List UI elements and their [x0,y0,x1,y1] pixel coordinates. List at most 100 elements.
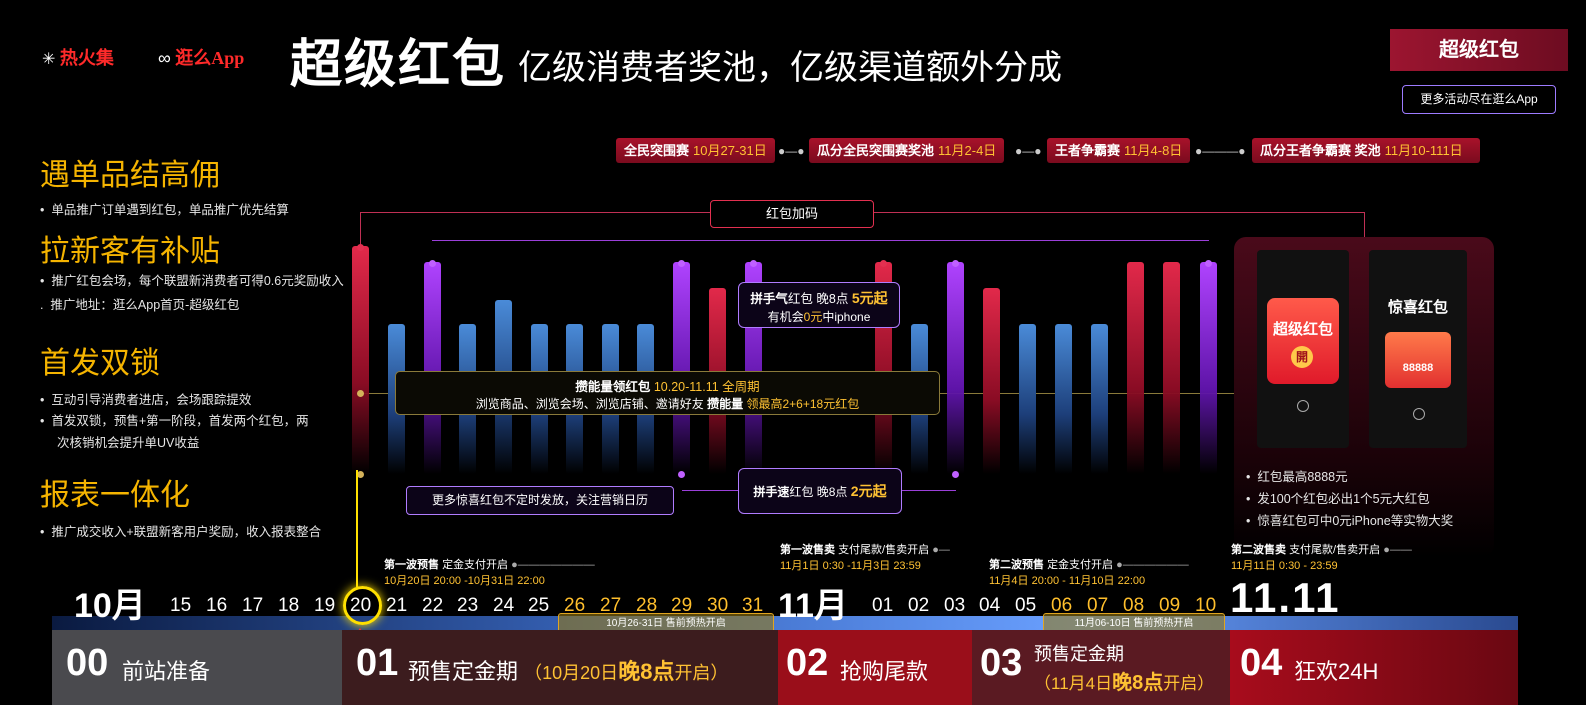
node-dot [750,260,757,267]
bar [1019,324,1036,474]
section-title-3: 首发双锁 [40,347,160,380]
timeline-day: 16 [206,595,228,616]
timeline-day: 19 [314,595,336,616]
timeline-day: 22 [422,595,444,616]
timeline-day: 18 [278,595,300,616]
section-title-2: 拉新客有补贴 [40,235,220,268]
phase-01: 01 预售定金期 （10月20日晚8点开启） [342,630,778,705]
phase-03: 03 预售定金期 （11月4日晚8点开启） [972,630,1230,705]
logo-rehuoji: ✳︎ 热火集 [42,44,114,70]
month-nov: 11月 [778,587,848,625]
hongbao-jiama-box: 红包加码 [710,200,874,228]
bar [352,246,369,474]
event-tag-1: 全民突围赛 10月27-31日 [616,138,775,163]
event-tag-2: 瓜分全民突围赛奖池 11月2-4日 [809,138,1005,163]
page-subtitle: 亿级消费者奖池，亿级渠道额外分成 [518,49,1062,87]
timeline-day: 02 [908,595,930,616]
more-hongbao-box: 更多惊喜红包不定时发放，关注营销日历 [406,486,674,515]
bar [1200,262,1217,474]
phase-02: 02 抢购尾款 [778,630,972,705]
section-title-4: 报表一体化 [40,479,190,512]
timeline-day: 30 [707,595,729,616]
node-dot [880,260,887,267]
sparkle-icon: ✳︎ [42,51,56,68]
current-day-marker [356,470,358,587]
timeline-day: 15 [170,595,192,616]
bullet: • 单品推广订单遇到红包，单品推广优先结算 [40,203,289,217]
node-dot [678,260,685,267]
bar [1055,324,1072,474]
node-dot [357,471,364,478]
timeline-day: 26 [564,595,586,616]
timeline-day: 10 [1195,595,1217,616]
pinshousu-box: 拼手速红包 晚8点 2元起 [738,468,902,514]
node-dot [357,244,364,251]
bar [424,262,441,474]
timeline-day: 23 [457,595,479,616]
timeline-day: 05 [1015,595,1037,616]
bullet: • 互动引导消费者进店，会场跟踪提效 [40,393,252,407]
timeline-day: 29 [671,595,693,616]
bullet: • 推广红包会场，每个联盟新消费者可得0.6元奖励收入 [40,274,344,288]
phone-screenshot-2: 惊喜红包 88888 [1369,250,1467,448]
logo-guangme: ∞ 逛么App [158,44,244,70]
qr-icon [1413,408,1425,420]
line [360,212,361,247]
wave-3: 第二波预售 定金支付开启 ●—————— 11月4日 20:00 - 11月10… [989,559,1189,587]
double11-label: 11.11 [1230,574,1341,621]
node-dot [1205,260,1212,267]
bar [947,262,964,474]
node-dot [952,260,959,267]
bullet: • 首发双锁，预售+第一阶段，首发两个红包，两 [40,414,309,428]
logo2-text: 逛么App [175,48,245,68]
connector-dots: ●—● [1015,144,1042,158]
zannengliang-box: 攒能量领红包 10.20-11.11 全周期 浏览商品、浏览会场、浏览店铺、邀请… [395,371,940,415]
header-badge: 超级红包 [1390,29,1568,71]
phone2-title: 惊喜红包 [1387,299,1448,316]
timeline-day: 01 [872,595,894,616]
qr-icon [1297,400,1309,412]
timeline-day: 07 [1087,595,1109,616]
timeline-day: 27 [600,595,622,616]
phone-screenshot-1: 超级红包 開 [1257,250,1349,448]
right-bullet: • 红包最高8888元 [1246,470,1348,484]
infinity-icon: ∞ [158,48,171,68]
pinshouqi-box: 拼手气红包 晚8点 5元起 有机会0元中iphone [738,282,900,328]
bar [1091,324,1108,474]
timeline-day: 08 [1123,595,1145,616]
bar [1127,262,1144,474]
wave-4: 第二波售卖 支付尾款/售卖开启 ●—— 11月11日 0:30 - 23:59 [1231,544,1412,572]
section-title-1: 遇单品结高佣 [40,159,220,192]
month-oct: 10月 [74,587,146,625]
phone1-title: 超级红包 [1272,321,1333,338]
phone2-number: 88888 [1402,362,1434,374]
bar [983,288,1000,474]
node-dot [952,471,959,478]
timeline-day: 28 [636,595,658,616]
open-button: 開 [1291,346,1313,368]
node-dot [678,471,685,478]
phase-04: 04 狂欢24H [1230,630,1518,705]
connector-dots: ●—● [778,144,805,158]
right-bullet: • 发100个红包必出1个5元大红包 [1246,492,1430,506]
timeline-day: 31 [742,595,764,616]
bar [673,262,690,474]
timeline-day: 17 [242,595,264,616]
timeline-day: 25 [528,595,550,616]
event-tag-3: 王者争霸赛 11月4-8日 [1047,138,1191,163]
line [432,240,1209,241]
timeline-day: 24 [493,595,515,616]
logo1-text: 热火集 [59,48,114,68]
node-dot [357,390,364,397]
connector-line: ●———● [1195,144,1246,158]
more-activities-button[interactable]: 更多活动尽在逛么App [1402,85,1556,114]
wave-1: 第一波预售 定金支付开启 ●——————— 10月20日 20:00 -10月3… [384,559,595,587]
bullet-cont: 次核销机会提升单UV收益 [57,436,200,450]
event-tag-4: 瓜分王者争霸赛 奖池 11月10-111日 [1252,138,1480,163]
bar [1163,262,1180,474]
wave-2: 第一波售卖 支付尾款/售卖开启 ●— 11月1日 0:30 -11月3日 23:… [780,544,950,572]
phase-00: 00 前站准备 [52,630,342,705]
timeline-day: 21 [386,595,408,616]
timeline-day: 06 [1051,595,1073,616]
page-title: 超级红包 [290,36,507,94]
